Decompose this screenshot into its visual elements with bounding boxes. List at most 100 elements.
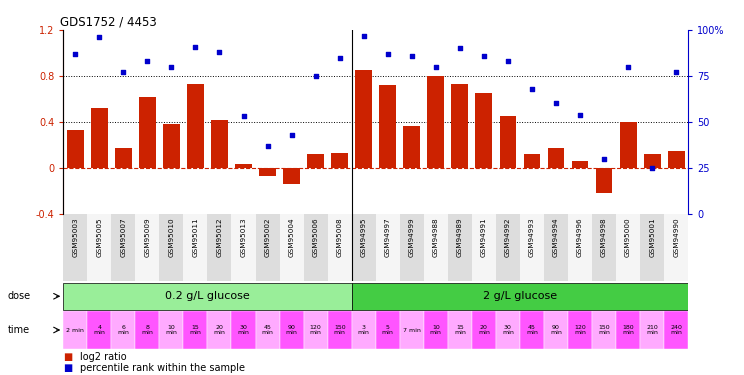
Point xyxy=(190,44,202,50)
Bar xyxy=(592,311,616,349)
Bar xyxy=(640,311,664,349)
Point xyxy=(574,111,586,117)
Point xyxy=(550,100,562,106)
Point xyxy=(382,51,394,57)
Text: GSM95004: GSM95004 xyxy=(289,217,295,257)
Text: GSM95008: GSM95008 xyxy=(337,217,343,257)
Text: 45
min: 45 min xyxy=(526,325,538,335)
Text: GSM95010: GSM95010 xyxy=(168,217,174,257)
Text: 90
min: 90 min xyxy=(286,325,298,335)
Bar xyxy=(472,311,496,349)
Bar xyxy=(231,311,255,349)
Text: 3
min: 3 min xyxy=(358,325,370,335)
Text: 30
min: 30 min xyxy=(502,325,514,335)
Point xyxy=(526,86,538,92)
Bar xyxy=(112,214,135,281)
Text: GSM94997: GSM94997 xyxy=(385,217,391,257)
Point xyxy=(670,69,682,75)
Bar xyxy=(307,154,324,168)
Bar xyxy=(208,214,231,281)
Bar xyxy=(616,311,640,349)
Bar xyxy=(211,120,228,168)
Point xyxy=(478,53,490,59)
Bar xyxy=(159,214,184,281)
Bar xyxy=(544,311,568,349)
Bar xyxy=(379,85,396,168)
Bar xyxy=(327,214,352,281)
Bar xyxy=(520,311,544,349)
Bar xyxy=(159,311,184,349)
Point xyxy=(237,113,249,119)
Bar xyxy=(67,130,83,168)
Bar xyxy=(520,214,544,281)
Point xyxy=(454,45,466,51)
Text: GSM94995: GSM94995 xyxy=(361,217,367,257)
Point xyxy=(358,33,370,39)
Point xyxy=(262,143,274,149)
Bar xyxy=(135,311,159,349)
Bar xyxy=(668,151,684,168)
Bar xyxy=(640,214,664,281)
Text: GSM95007: GSM95007 xyxy=(121,217,126,257)
Bar xyxy=(448,311,472,349)
Bar xyxy=(259,168,276,176)
Bar xyxy=(352,283,688,310)
Point xyxy=(598,156,610,162)
Text: GSM95011: GSM95011 xyxy=(193,217,199,257)
Text: GSM94989: GSM94989 xyxy=(457,217,463,257)
Bar xyxy=(184,214,208,281)
Text: GDS1752 / 4453: GDS1752 / 4453 xyxy=(60,16,157,29)
Point xyxy=(141,58,153,64)
Text: 150
min: 150 min xyxy=(334,325,346,335)
Text: 120
min: 120 min xyxy=(574,325,586,335)
Bar xyxy=(424,311,448,349)
Point xyxy=(165,64,177,70)
Text: GSM94990: GSM94990 xyxy=(673,217,679,257)
Bar xyxy=(524,154,540,168)
Text: GSM94993: GSM94993 xyxy=(529,217,535,257)
Text: time: time xyxy=(7,325,30,335)
Point xyxy=(622,64,634,70)
Bar xyxy=(544,214,568,281)
Point xyxy=(310,73,321,79)
Text: GSM94999: GSM94999 xyxy=(408,217,414,257)
Bar xyxy=(231,214,255,281)
Text: 90
min: 90 min xyxy=(550,325,562,335)
Point xyxy=(286,132,298,138)
Text: GSM94991: GSM94991 xyxy=(481,217,487,257)
Text: GSM94994: GSM94994 xyxy=(553,217,559,257)
Text: GSM95013: GSM95013 xyxy=(240,217,246,257)
Text: 2 min: 2 min xyxy=(66,327,84,333)
Bar xyxy=(664,311,688,349)
Bar xyxy=(376,214,400,281)
Bar xyxy=(427,76,444,168)
Bar xyxy=(327,311,352,349)
Bar xyxy=(644,154,661,168)
Text: GSM94988: GSM94988 xyxy=(433,217,439,257)
Text: 150
min: 150 min xyxy=(598,325,610,335)
Bar xyxy=(63,311,87,349)
Bar xyxy=(112,311,135,349)
Text: ■: ■ xyxy=(63,363,72,373)
Bar xyxy=(376,311,400,349)
Text: 240
min: 240 min xyxy=(670,325,682,335)
Bar xyxy=(163,124,180,168)
Bar xyxy=(452,84,468,168)
Text: 10
min: 10 min xyxy=(165,325,177,335)
Text: 20
min: 20 min xyxy=(478,325,490,335)
Bar xyxy=(280,214,304,281)
Point xyxy=(93,34,105,40)
Text: 30
min: 30 min xyxy=(237,325,249,335)
Bar xyxy=(664,214,688,281)
Bar xyxy=(496,214,520,281)
Bar xyxy=(331,153,348,168)
Bar xyxy=(400,214,424,281)
Text: dose: dose xyxy=(7,291,31,301)
Bar xyxy=(403,126,420,168)
Point xyxy=(118,69,129,75)
Bar xyxy=(352,214,376,281)
Bar xyxy=(63,283,352,310)
Bar xyxy=(135,214,159,281)
Text: 45
min: 45 min xyxy=(262,325,274,335)
Point xyxy=(430,64,442,70)
